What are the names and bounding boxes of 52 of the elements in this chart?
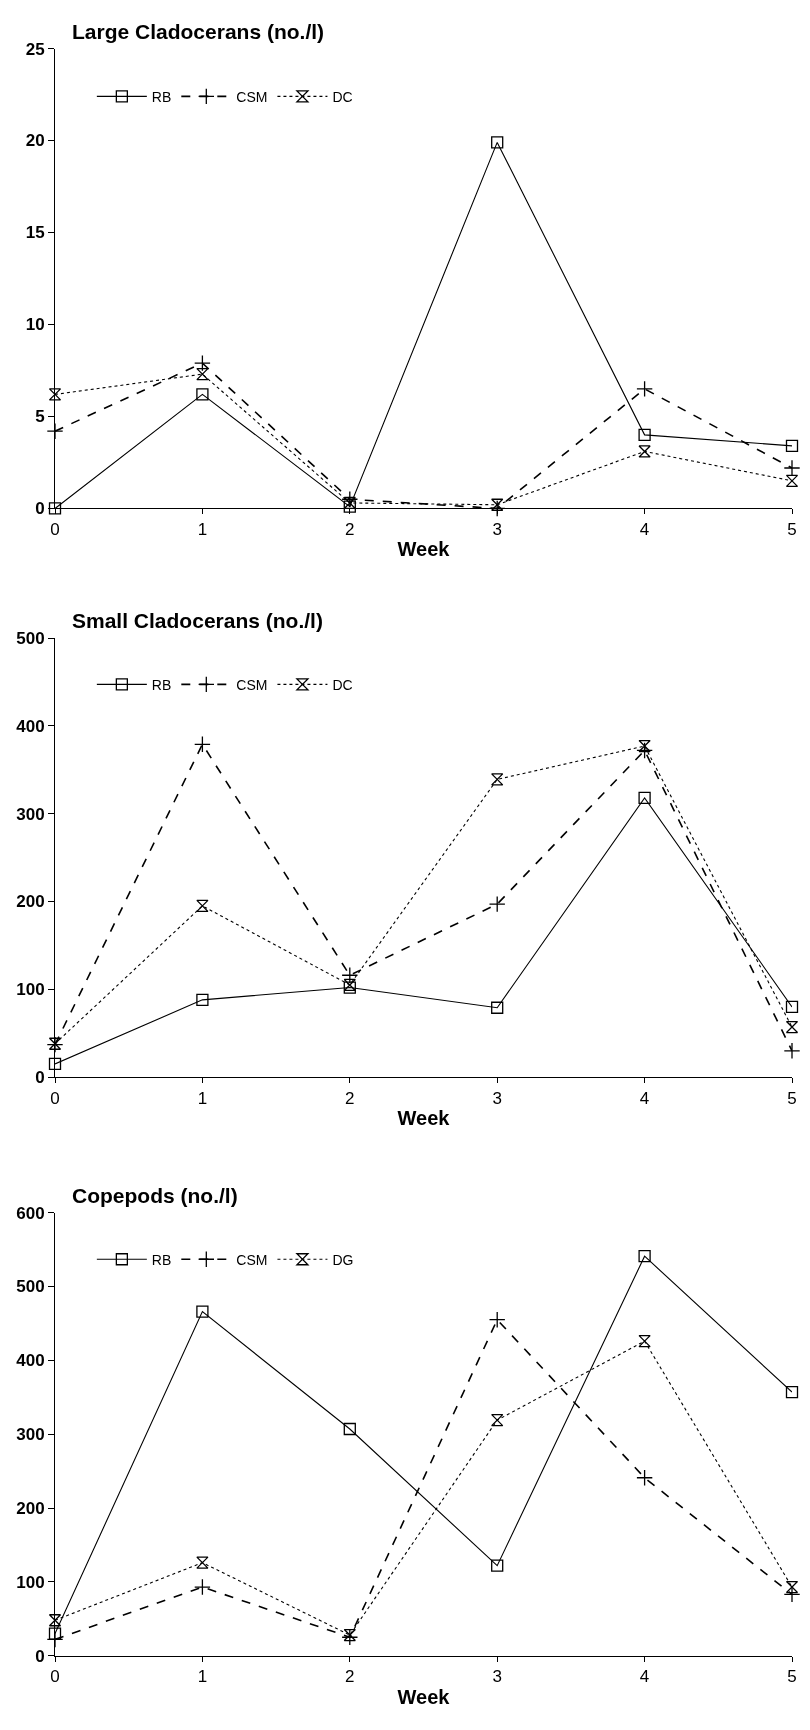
y-tick-label: 15: [25, 223, 45, 243]
y-tick-label: 300: [16, 804, 45, 824]
chart-title: Copepods (no./l): [72, 1184, 238, 1207]
y-tick-label: 5: [35, 407, 45, 427]
y-tick-label: 600: [16, 1203, 45, 1223]
x-tick-label: 3: [492, 519, 502, 539]
legend-label: CSM: [236, 676, 268, 693]
y-tick-label: 0: [35, 1068, 45, 1088]
legend-label: CSM: [236, 88, 268, 105]
x-tick-label: 4: [639, 519, 650, 539]
y-tick-label: 100: [16, 980, 45, 1000]
y-tick-label: 0: [35, 499, 45, 519]
x-tick-label: 2: [345, 1088, 355, 1108]
y-tick-label: 500: [16, 1277, 45, 1297]
x-tick-label: 1: [197, 1667, 208, 1687]
legend-label: RB: [151, 88, 172, 105]
x-tick-label: 0: [50, 1088, 60, 1108]
y-tick-label: 400: [16, 716, 45, 736]
y-tick-label: 200: [16, 1498, 45, 1518]
y-tick-label: 20: [25, 131, 45, 151]
x-tick-label: 3: [492, 1667, 502, 1687]
y-tick-label: 200: [16, 892, 45, 912]
x-tick-label: 0: [50, 519, 60, 539]
x-axis-title: Week: [397, 1685, 451, 1708]
x-axis-title: Week: [397, 538, 451, 561]
y-tick-label: 100: [16, 1572, 45, 1592]
legend-label: DG: [332, 1251, 354, 1268]
legend-label: RB: [151, 676, 172, 693]
legend-label: DC: [332, 676, 353, 693]
chart-title: Small Cladocerans (no./l): [72, 609, 323, 632]
legend-label: DC: [332, 88, 353, 105]
x-tick-label: 5: [787, 519, 797, 539]
x-tick-label: 0: [50, 1667, 60, 1687]
x-tick-label: 5: [787, 1667, 797, 1687]
y-tick-label: 25: [25, 39, 45, 59]
y-tick-label: 0: [35, 1646, 45, 1666]
x-tick-label: 4: [639, 1667, 650, 1687]
x-tick-label: 2: [345, 1667, 355, 1687]
legend-label: CSM: [236, 1251, 268, 1268]
legend-label: RB: [151, 1251, 172, 1268]
x-tick-label: 1: [197, 519, 208, 539]
x-tick-label: 1: [197, 1088, 208, 1108]
y-tick-label: 400: [16, 1351, 45, 1371]
y-tick-label: 10: [25, 315, 45, 335]
x-tick-label: 4: [639, 1088, 650, 1108]
x-tick-label: 5: [787, 1088, 797, 1108]
x-tick-label: 3: [492, 1088, 502, 1108]
y-tick-label: 300: [16, 1425, 45, 1445]
x-axis-title: Week: [397, 1107, 451, 1130]
y-tick-label: 500: [16, 628, 45, 648]
x-tick-label: 2: [345, 519, 355, 539]
chart-title: Large Cladocerans (no./l): [72, 20, 325, 43]
